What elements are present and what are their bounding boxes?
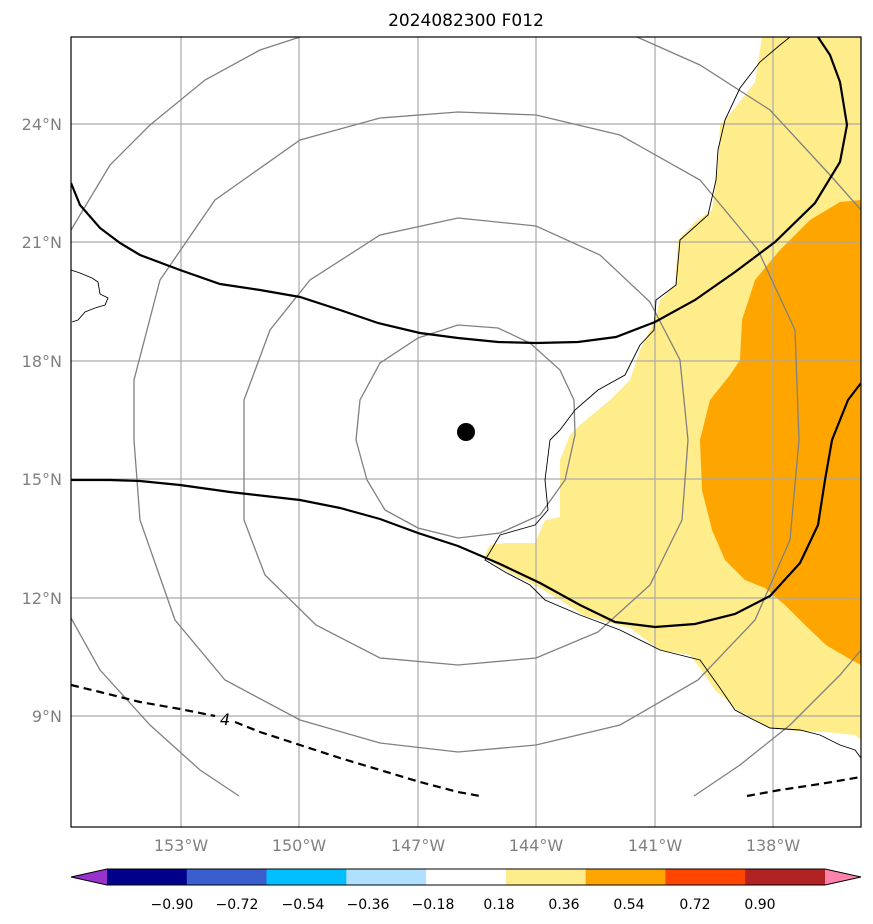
colorbar-tick-label: 0.36 [548,897,579,913]
fill-region-0.36-0.54 [700,200,861,665]
colorbar-swatch [665,869,746,885]
lat-label: 24°N [22,115,62,134]
coastline [71,37,861,759]
colorbar-swatch [107,869,188,885]
colorbar-tick-label: −0.18 [412,897,455,913]
lat-label: 15°N [22,470,62,489]
storm-center-marker [457,423,475,441]
chart-title: 2024082300 F012 [388,11,544,31]
colorbar-labels: −0.90 −0.72 −0.54 −0.36 −0.18 0.18 0.36 … [151,897,776,913]
lon-label: 150°W [272,836,327,855]
solid-contours [71,37,861,629]
colorbar-swatch [585,869,666,885]
colorbar-tick-label: −0.90 [151,897,194,913]
colorbar-tick-label: 0.90 [744,897,775,913]
colorbar-extend-max [825,869,861,885]
lon-labels: 153°W 150°W 147°W 144°W 141°W 138°W [154,836,801,855]
colorbar-tick-label: −0.54 [282,897,325,913]
colorbar-extend-min [71,869,107,885]
lon-label: 153°W [154,836,209,855]
colorbar [70,868,862,886]
colorbar-tick-label: −0.36 [347,897,390,913]
lon-label: 138°W [746,836,801,855]
colorbar-outline [70,868,862,886]
lon-label: 147°W [391,836,446,855]
gridlines [71,37,861,827]
lat-label: 9°N [32,707,62,726]
map-area: 4 [71,37,861,827]
contour-label: 4 [220,710,230,729]
lon-label: 144°W [509,836,564,855]
colorbar-swatch [426,869,507,885]
colorbar-tick-label: −0.72 [216,897,259,913]
colorbar-tick-label: 0.54 [613,897,644,913]
lat-labels: 24°N 21°N 18°N 15°N 12°N 9°N [22,115,62,726]
colorbar-swatch [745,869,826,885]
colorbar-swatch [346,869,427,885]
colorbar-swatch [266,869,347,885]
colorbar-tick-label: 0.18 [483,897,514,913]
map-frame [70,36,862,828]
colorbar-tick-label: 0.72 [679,897,710,913]
dashed-contours [71,683,861,798]
lat-label: 18°N [22,352,62,371]
lat-label: 12°N [22,589,62,608]
colorbar-swatch [186,869,268,885]
lat-label: 21°N [22,233,62,252]
colorbar-swatch [505,869,587,885]
lon-label: 141°W [628,836,683,855]
